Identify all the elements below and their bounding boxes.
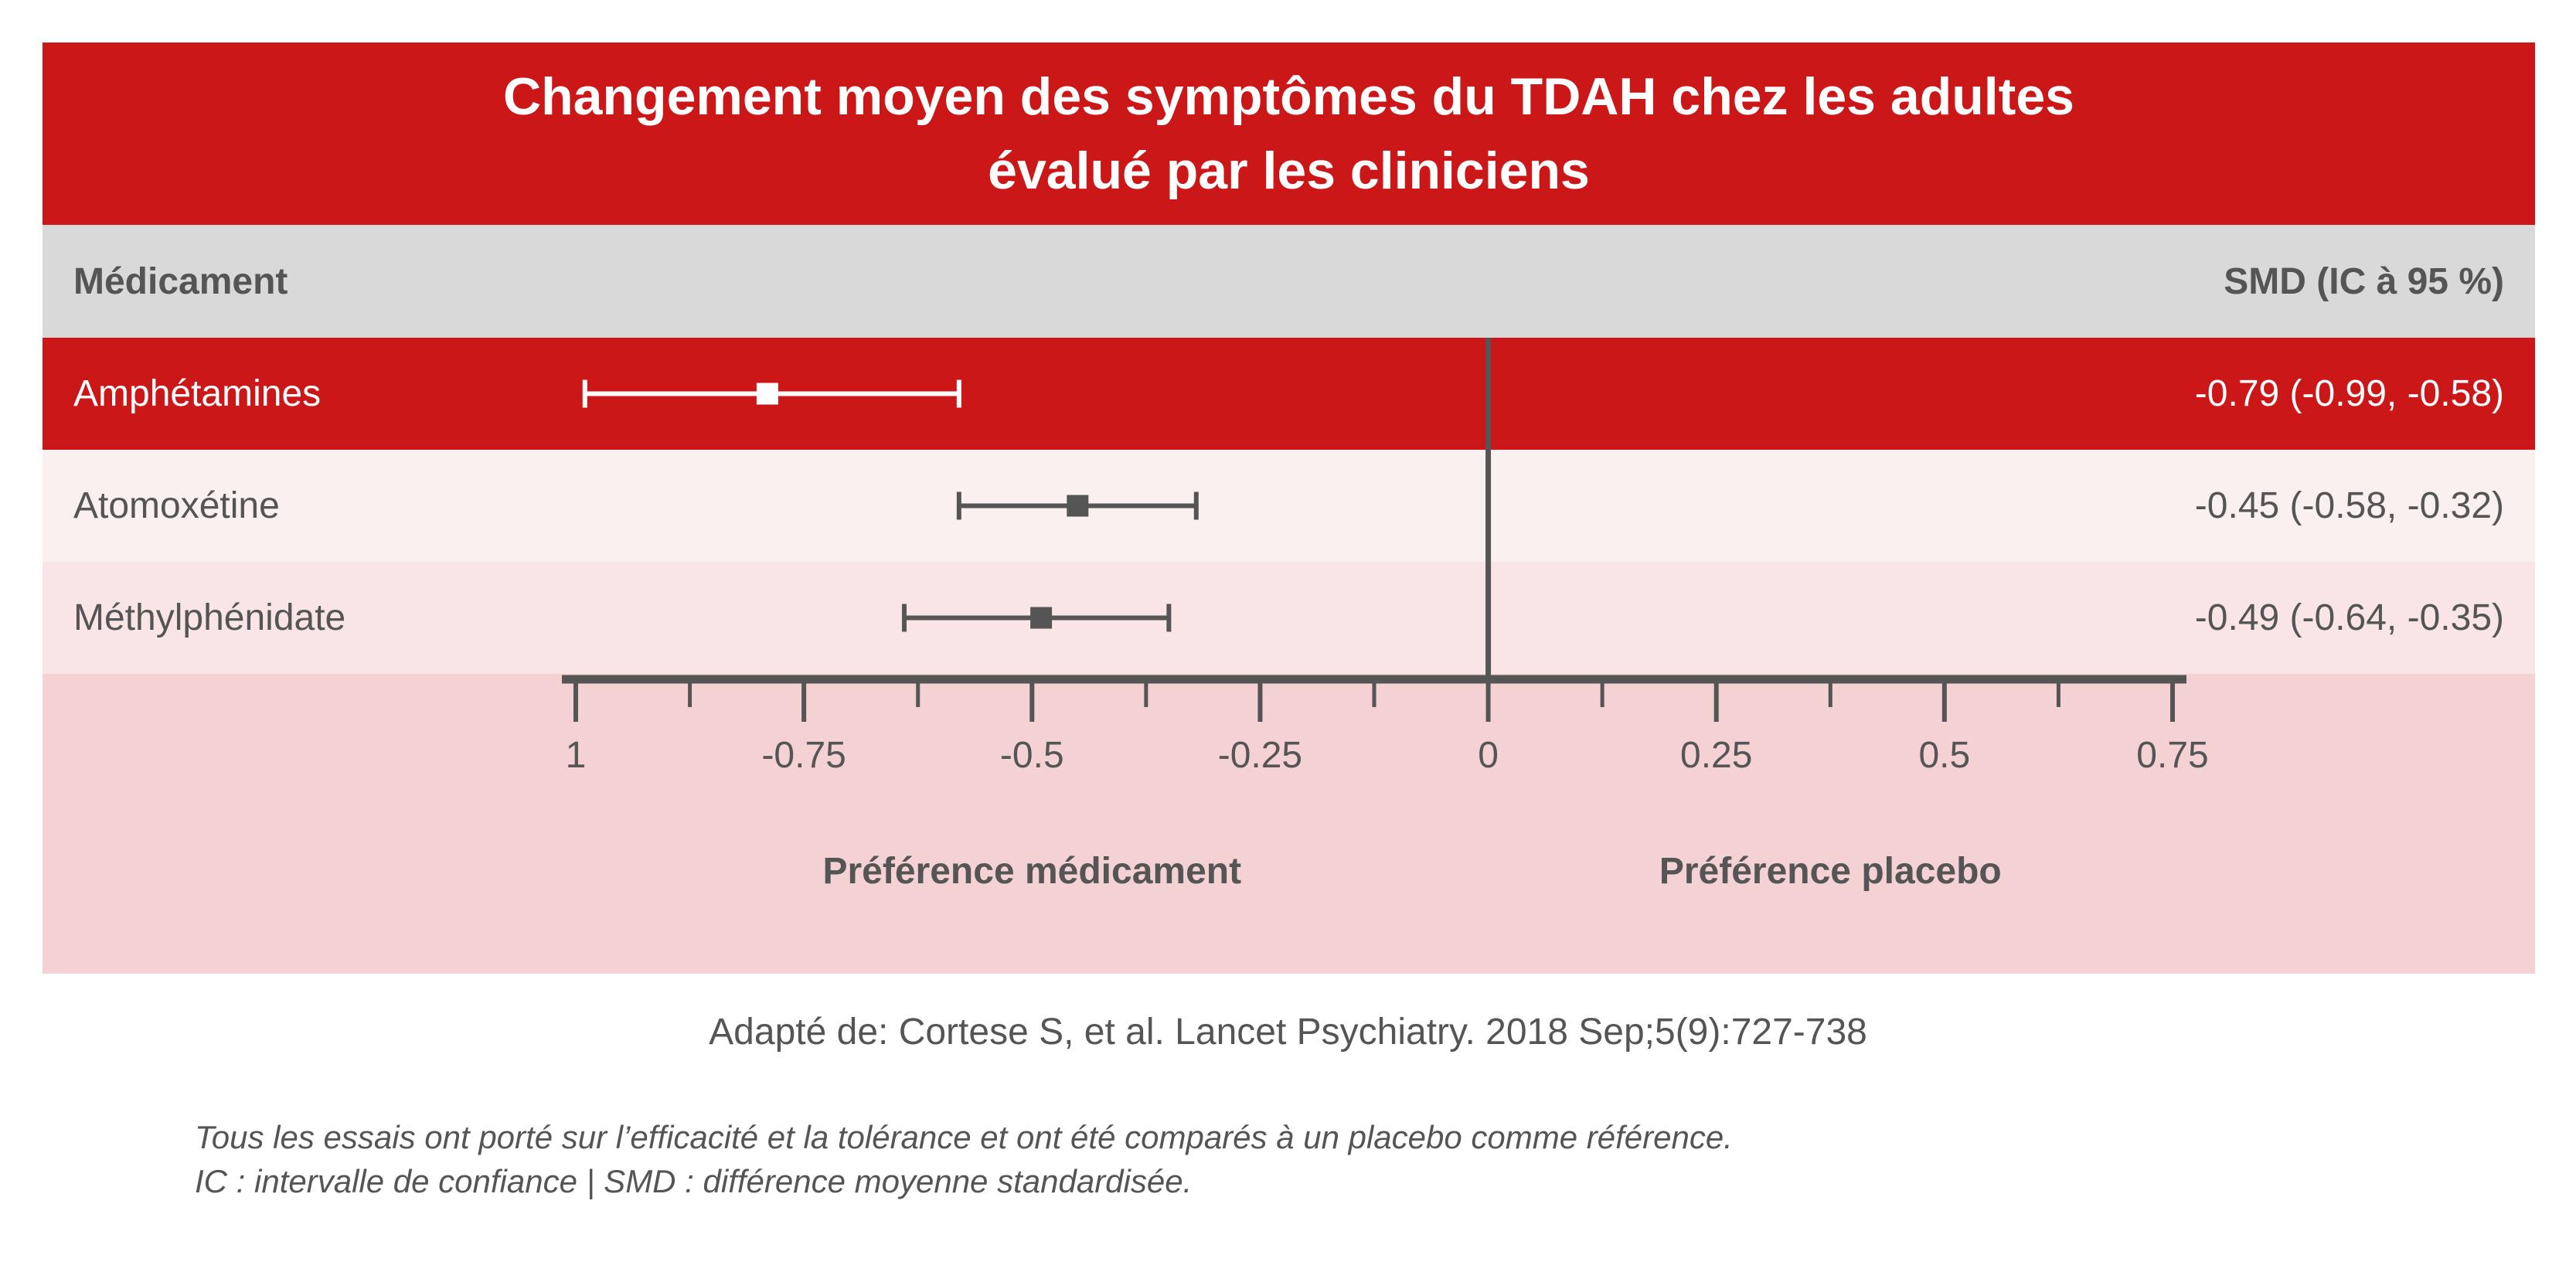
drug-name: Atomoxétine — [73, 485, 280, 526]
drug-column-header: Médicament — [73, 260, 288, 302]
forest-plot-card: Changement moyen des symptômes du TDAH c… — [43, 43, 2535, 974]
smd-column-header: SMD (IC à 95 %) — [2224, 260, 2504, 302]
preference-placebo-label: Préférence placebo — [1659, 851, 2002, 892]
footnote-line-2: IC : intervalle de confiance | SMD : dif… — [195, 1163, 1193, 1199]
smd-value: -0.49 (-0.64, -0.35) — [2194, 597, 2504, 638]
column-header-row: Médicament SMD (IC à 95 %) — [43, 225, 2535, 338]
title-bar: Changement moyen des symptômes du TDAH c… — [43, 43, 2535, 225]
chart-title-line-1: Changement moyen des symptômes du TDAH c… — [503, 67, 2074, 126]
axis-area: Préférence médicament Préférence placebo — [43, 674, 2535, 974]
footnote-line-1: Tous les essais ont porté sur l’efficaci… — [195, 1119, 1733, 1155]
drug-name: Méthylphénidate — [73, 597, 346, 638]
table-row-atomoxetine: Atomoxétine -0.45 (-0.58, -0.32) — [43, 450, 2535, 562]
table-row-amphetamines: Amphétamines -0.79 (-0.99, -0.58) — [43, 338, 2535, 450]
source-citation: Adapté de: Cortese S, et al. Lancet Psyc… — [709, 1012, 1867, 1053]
table-row-methylphenidate: Méthylphénidate -0.49 (-0.64, -0.35) — [43, 562, 2535, 674]
preference-drug-label: Préférence médicament — [822, 851, 1242, 892]
smd-value: -0.79 (-0.99, -0.58) — [2194, 373, 2504, 414]
chart-title-line-2: évalué par les cliniciens — [988, 141, 1590, 200]
smd-value: -0.45 (-0.58, -0.32) — [2194, 485, 2504, 526]
drug-name: Amphétamines — [73, 373, 322, 414]
